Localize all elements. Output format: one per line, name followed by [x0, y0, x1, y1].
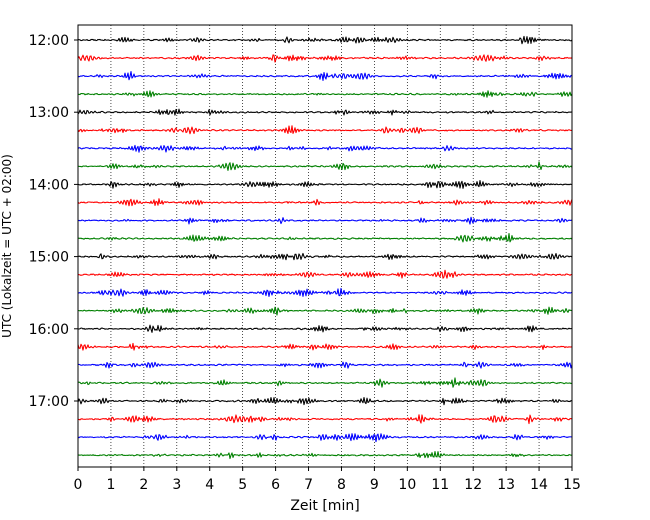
seismic-traces [77, 35, 573, 460]
seismic-trace [77, 35, 573, 45]
x-tick-label: 3 [172, 477, 181, 493]
seismic-trace [77, 125, 573, 135]
x-tick-label: 12 [464, 477, 482, 493]
seismic-trace [77, 216, 573, 225]
seismic-trace [77, 433, 573, 443]
x-tick-label: 14 [530, 477, 548, 493]
y-tick-label: 12:00 [29, 33, 69, 49]
seismic-trace [77, 324, 573, 333]
seismic-trace [77, 161, 573, 171]
y-tick-label: 13:00 [29, 105, 69, 121]
seismic-trace [77, 180, 573, 189]
x-tick-label: 6 [271, 477, 280, 493]
y-tick-label: 16:00 [29, 322, 69, 338]
seismic-trace [77, 396, 573, 406]
seismic-trace [77, 90, 573, 98]
seismic-trace [77, 306, 573, 316]
x-tick-label: 7 [304, 477, 313, 493]
seismic-trace [77, 71, 573, 81]
x-tick-label: 0 [74, 477, 83, 493]
x-tick-label: 11 [431, 477, 449, 493]
x-tick-label: 15 [563, 477, 581, 493]
seismic-trace [77, 451, 573, 460]
x-tick-label: 8 [337, 477, 346, 493]
x-tick-label: 4 [205, 477, 214, 493]
x-tick-label: 13 [497, 477, 515, 493]
seismic-trace [77, 233, 573, 243]
y-tick-label: 15:00 [29, 250, 69, 266]
y-tick-label: 14:00 [29, 177, 69, 193]
seismic-trace [77, 287, 573, 298]
seismic-trace [77, 361, 573, 369]
x-axis-ticks: 0 1 2 3 4 5 6 7 8 9 10 11 12 13 14 15 [74, 467, 581, 493]
seismic-trace [77, 414, 573, 425]
seismic-trace [77, 377, 573, 388]
y-tick-label: 17:00 [29, 394, 69, 410]
x-axis-label: Zeit [min] [290, 498, 359, 514]
seismic-trace [77, 54, 573, 63]
seismic-trace [77, 342, 573, 351]
seismic-trace [77, 269, 573, 279]
seismic-trace [77, 144, 573, 153]
y-axis-label: UTC (Lokalzeit = UTC + 02:00) [0, 154, 14, 338]
x-tick-label: 5 [238, 477, 247, 493]
x-tick-label: 1 [106, 477, 115, 493]
x-tick-label: 2 [139, 477, 148, 493]
seismic-trace [77, 108, 573, 116]
seismic-trace [77, 252, 573, 261]
seismic-trace [77, 198, 573, 207]
y-axis-ticks: 12:00 13:00 14:00 15:00 16:00 17:00 [29, 33, 78, 410]
plot-frame [77, 24, 573, 468]
x-tick-label: 9 [370, 477, 379, 493]
x-tick-label: 10 [398, 477, 416, 493]
